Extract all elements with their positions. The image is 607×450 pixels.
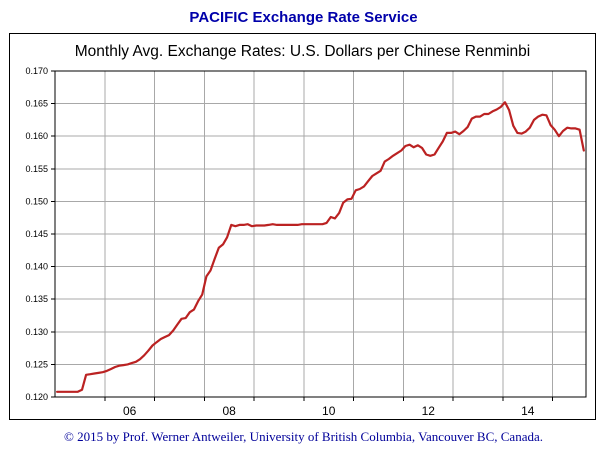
svg-text:0.145: 0.145 — [25, 229, 48, 239]
svg-text:0.135: 0.135 — [25, 294, 48, 304]
svg-text:0.130: 0.130 — [25, 327, 48, 337]
svg-text:12: 12 — [422, 404, 436, 418]
svg-text:0.160: 0.160 — [25, 131, 48, 141]
svg-text:0.140: 0.140 — [25, 262, 48, 272]
svg-text:0.120: 0.120 — [25, 392, 48, 402]
svg-text:0.155: 0.155 — [25, 164, 48, 174]
svg-text:08: 08 — [223, 404, 237, 418]
copyright-text: © 2015 by Prof. Werner Antweiler, Univer… — [63, 429, 543, 444]
svg-text:10: 10 — [322, 404, 336, 418]
svg-text:0.170: 0.170 — [25, 66, 48, 76]
svg-text:0.150: 0.150 — [25, 196, 48, 206]
svg-text:14: 14 — [521, 404, 535, 418]
chart-container: Monthly Avg. Exchange Rates: U.S. Dollar… — [9, 33, 596, 420]
svg-text:0.125: 0.125 — [25, 359, 48, 369]
svg-text:06: 06 — [123, 404, 137, 418]
chart-title: Monthly Avg. Exchange Rates: U.S. Dollar… — [74, 43, 531, 60]
exchange-rate-line-chart: 0.120 0.125 0.130 0.135 0.140 0.145 0.150 0.155… — [25, 66, 587, 418]
svg-text:0.165: 0.165 — [25, 99, 48, 109]
page-title: PACIFIC Exchange Rate Service — [189, 9, 418, 26]
